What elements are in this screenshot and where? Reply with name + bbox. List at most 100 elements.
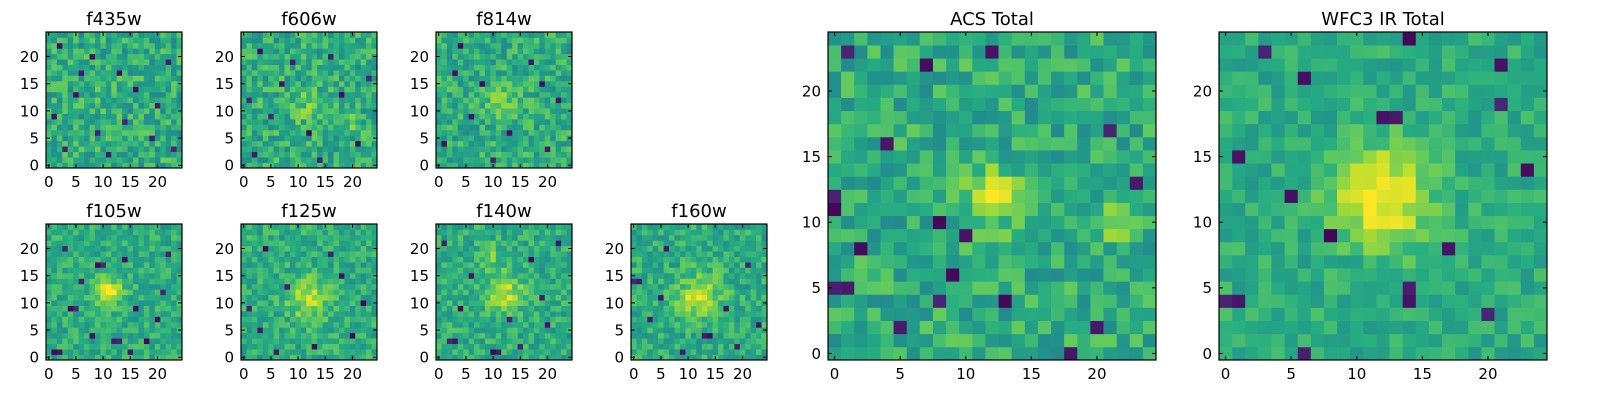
heatmap-cell [528,240,534,246]
x-tick-label: 20 [343,365,362,383]
heatmap-cell [263,108,269,114]
heatmap-cell [46,48,52,54]
heatmap-cell [959,321,972,334]
heatmap-cell [323,278,329,284]
heatmap-cell [117,54,123,60]
heatmap-cell [149,229,155,235]
heatmap-cell [713,240,719,246]
heatmap-cell [106,268,112,274]
heatmap-cell [756,229,762,235]
heatmap-cell [285,157,291,163]
heatmap-cell [518,344,524,350]
heatmap-cell [62,70,68,76]
heatmap-cell [252,349,258,355]
heatmap-cell [556,43,562,49]
heatmap-cell [636,344,642,350]
heatmap-cell [73,344,79,350]
heatmap-cell [680,311,686,317]
heatmap-cell [528,70,534,76]
heatmap-cell [306,43,312,49]
heatmap-cell [100,306,106,312]
heatmap-cell [1104,268,1117,281]
heatmap-cell [73,48,79,54]
heatmap-cell [959,216,972,229]
heatmap-cell [306,76,312,82]
heatmap-cell [894,308,907,321]
heatmap-cell [290,316,296,322]
heatmap-cell [534,327,540,333]
heatmap-cell [155,262,161,268]
heatmap-cell [100,97,106,103]
heatmap-cell [828,163,841,176]
heatmap-cell [285,338,291,344]
heatmap-cell [155,300,161,306]
heatmap-cell [166,311,172,317]
heatmap-cell [263,333,269,339]
heatmap-cell [79,295,85,301]
heatmap-cell [333,119,339,125]
heatmap-cell [46,59,52,65]
heatmap-cell [436,278,442,284]
heatmap-cell [691,278,697,284]
heatmap-cell [1025,216,1038,229]
heatmap-cell [485,257,491,263]
heatmap-cell [631,235,637,241]
heatmap-cell [496,119,502,125]
heatmap-cell [658,257,664,263]
heatmap-cell [252,70,258,76]
heatmap-cell [447,114,453,120]
heatmap-cell [241,316,247,322]
heatmap-cell [501,316,507,322]
heatmap-cell [523,135,529,141]
heatmap-cell [713,327,719,333]
heatmap-cell [441,135,447,141]
heatmap-cell [523,97,529,103]
heatmap-cell [680,257,686,263]
heatmap-cell [246,54,252,60]
heatmap-cell [268,333,274,339]
heatmap-cell [57,141,63,147]
heatmap-cell [469,157,475,163]
heatmap-cell [447,119,453,125]
heatmap-cell [561,152,567,158]
heatmap-cell [106,92,112,98]
heatmap-cell [333,246,339,252]
x-tick-label: 20 [538,365,557,383]
heatmap-cell [355,322,361,328]
heatmap-cell [295,251,301,257]
heatmap-cell [323,240,329,246]
heatmap-cell [46,65,52,71]
heatmap-cell [1143,176,1156,189]
heatmap-cell [323,316,329,322]
heatmap-cell [312,306,318,312]
heatmap-cell [528,327,534,333]
heatmap-cell [106,295,112,301]
heatmap-cell [285,146,291,152]
heatmap-cell [160,81,166,87]
heatmap-cell [463,306,469,312]
heatmap-cell [723,322,729,328]
heatmap-cell [128,349,134,355]
heatmap-cell [490,124,496,130]
heatmap-cell [647,240,653,246]
heatmap-cell [496,273,502,279]
heatmap-cell [485,229,491,235]
heatmap-cell [171,327,177,333]
heatmap-cell [295,146,301,152]
heatmap-cell [556,37,562,43]
heatmap-cell [436,311,442,317]
heatmap-cell [312,130,318,136]
heatmap-cell [545,114,551,120]
heatmap-cell [312,251,318,257]
heatmap-cell [111,81,117,87]
heatmap-cell [46,295,52,301]
heatmap-cell [111,300,117,306]
heatmap-cell [355,251,361,257]
heatmap-cell [344,48,350,54]
heatmap-cell [756,295,762,301]
heatmap-cell [642,262,648,268]
heatmap-cell [155,295,161,301]
heatmap-cell [480,141,486,147]
heatmap-cell [257,97,263,103]
heatmap-cell [1130,203,1143,216]
